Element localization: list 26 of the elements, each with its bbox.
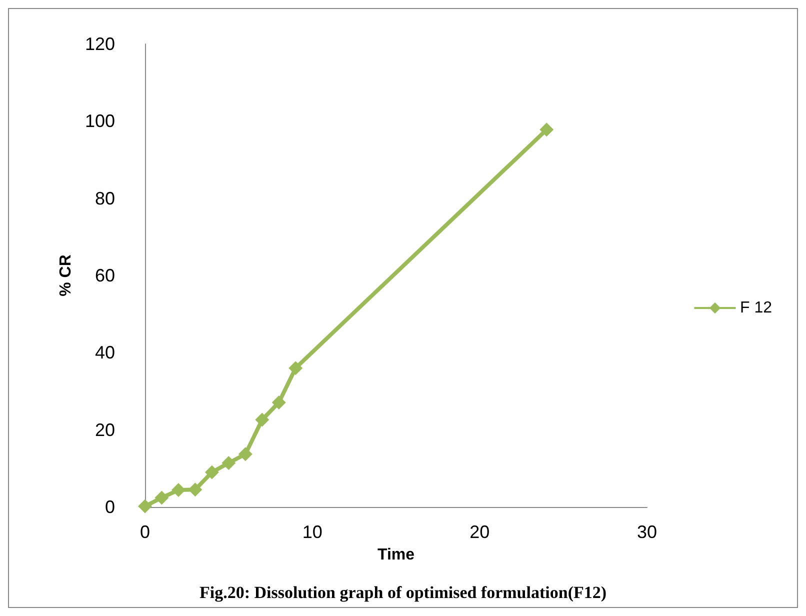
x-tick-label: 30 [636,522,658,542]
point [288,361,303,376]
x-tick-label: 10 [302,522,322,542]
point [238,447,252,462]
point [204,465,219,480]
caption: Fig.20: Dissolution graph of optimised formulation(F12) [199,583,607,602]
point [138,499,152,514]
point [171,483,186,498]
y-tick-label: 40 [94,342,115,363]
x-tick-label: 20 [470,522,490,542]
point [154,490,169,505]
y-tick-label: 120 [84,34,115,54]
x-tick-label: 0 [140,522,150,542]
y-tick-label: 80 [94,188,115,208]
y-tick-label: 100 [84,111,115,132]
legend-label: F 12 [740,300,772,316]
point [272,395,286,410]
point [188,482,202,497]
y-axis-title: % CR [58,254,75,296]
point [540,122,554,137]
y-tick-label: 0 [104,497,115,517]
y-tick-label: 60 [94,266,115,286]
point [255,412,270,427]
point [222,456,236,470]
x-axis-title: Time [377,546,415,564]
y-tick-label: 20 [94,420,115,440]
